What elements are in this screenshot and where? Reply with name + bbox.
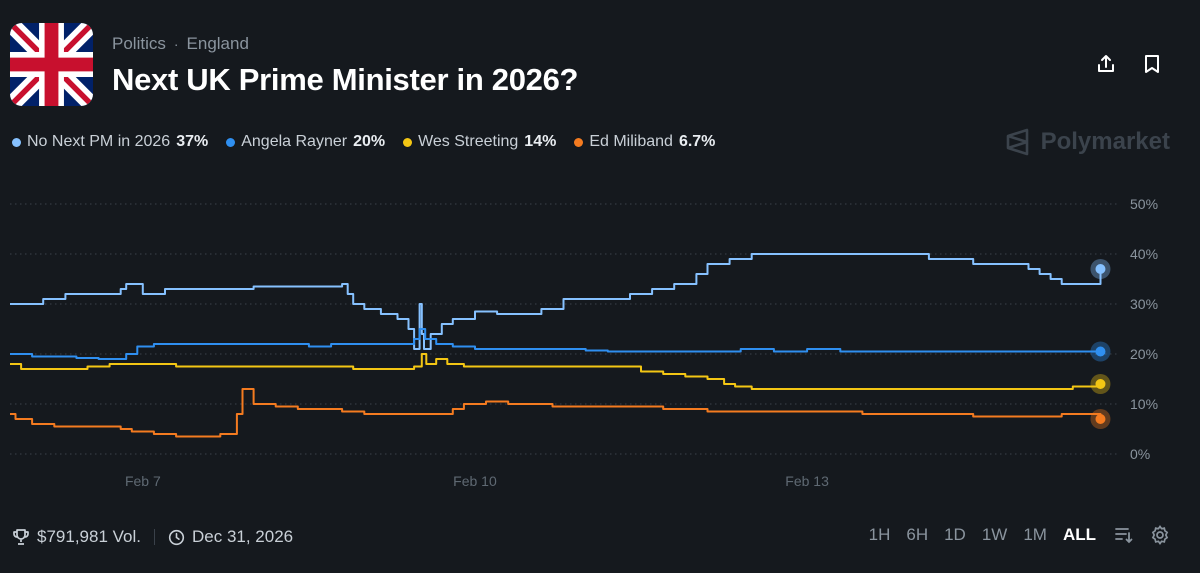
- breadcrumb-category[interactable]: Politics: [112, 34, 166, 53]
- bookmark-icon: [1145, 55, 1159, 73]
- volume-value: $791,981 Vol.: [37, 527, 141, 546]
- legend-dot: [226, 137, 236, 147]
- y-tick-label: 30%: [1130, 296, 1158, 312]
- legend-value: 14%: [524, 133, 557, 150]
- share-button[interactable]: [1094, 52, 1118, 76]
- x-tick-label: Feb 10: [453, 473, 497, 489]
- series-end-marker-3: [1095, 414, 1106, 424]
- page-title: Next UK Prime Minister in 2026?: [112, 62, 579, 97]
- filter-icon: [1115, 528, 1133, 544]
- polymarket-watermark: Polymarket: [1005, 128, 1170, 156]
- legend-dot: [574, 137, 584, 147]
- price-history-chart[interactable]: 0% 10% 20% 30% 40% 50% Feb 7 Feb 10 Feb 13: [0, 180, 1200, 500]
- range-1m[interactable]: 1M: [1023, 525, 1047, 544]
- share-icon: [1098, 55, 1114, 72]
- range-1h[interactable]: 1H: [868, 525, 891, 544]
- x-tick-label: Feb 13: [785, 473, 829, 489]
- legend-item-angela-rayner[interactable]: Angela Rayner 20%: [226, 133, 385, 151]
- breadcrumb: Politics · England: [112, 34, 249, 54]
- uk-flag-image: [10, 23, 93, 106]
- volume-info: $791,981 Vol.: [12, 527, 141, 547]
- y-tick-label: 50%: [1130, 196, 1158, 212]
- range-1w[interactable]: 1W: [981, 525, 1008, 544]
- legend-value: 37%: [176, 133, 209, 150]
- legend-item-wes-streeting[interactable]: Wes Streeting 14%: [403, 133, 556, 151]
- bookmark-button[interactable]: [1140, 52, 1164, 76]
- top-actions: [1094, 52, 1164, 76]
- settings-button[interactable]: [1150, 525, 1170, 545]
- range-all[interactable]: ALL: [1062, 525, 1096, 544]
- x-tick-label: Feb 7: [125, 473, 161, 489]
- clock-icon: [168, 529, 185, 545]
- brand-name: Polymarket: [1040, 128, 1170, 155]
- legend-label: No Next PM in 2026: [27, 133, 171, 150]
- series-line-2: [10, 353, 1102, 390]
- legend-label: Ed Miliband: [589, 133, 673, 150]
- range-6h[interactable]: 6H: [906, 525, 929, 544]
- legend-label: Wes Streeting: [418, 133, 519, 150]
- y-tick-label: 40%: [1130, 246, 1158, 262]
- series-end-marker-2: [1095, 379, 1106, 389]
- footer-divider: [153, 529, 155, 545]
- legend-dot: [403, 137, 413, 147]
- y-tick-label: 0%: [1130, 446, 1150, 462]
- series-end-marker-1: [1095, 346, 1106, 357]
- chart-legend: No Next PM in 2026 37% Angela Rayner 20%…: [12, 133, 715, 151]
- series-line-1: [10, 328, 1101, 360]
- legend-value: 20%: [353, 133, 386, 150]
- end-date-info: Dec 31, 2026: [168, 527, 293, 547]
- y-tick-label: 10%: [1130, 396, 1158, 412]
- legend-item-ed-miliband[interactable]: Ed Miliband 6.7%: [574, 133, 715, 151]
- legend-item-no-next-pm[interactable]: No Next PM in 2026 37%: [12, 133, 208, 151]
- legend-dot: [12, 137, 21, 147]
- end-date-value: Dec 31, 2026: [191, 527, 294, 546]
- trophy-icon: [13, 529, 29, 545]
- filter-button[interactable]: [1114, 525, 1134, 545]
- range-1d[interactable]: 1D: [944, 525, 966, 544]
- legend-label: Angela Rayner: [241, 133, 348, 150]
- y-tick-label: 20%: [1130, 346, 1158, 362]
- series-line-0: [10, 253, 1102, 350]
- gear-icon: [1151, 525, 1169, 545]
- market-footer: $791,981 Vol. Dec 31, 2026: [12, 527, 293, 547]
- series-end-marker-0: [1095, 264, 1106, 274]
- breadcrumb-subcategory[interactable]: England: [186, 34, 249, 53]
- series-line-3: [10, 388, 1102, 438]
- time-range-selector: 1H 6H 1D 1W 1M ALL: [869, 525, 1170, 545]
- breadcrumb-separator: ·: [173, 36, 179, 52]
- polymarket-logo-icon: [1006, 128, 1028, 156]
- legend-value: 6.7%: [678, 133, 716, 150]
